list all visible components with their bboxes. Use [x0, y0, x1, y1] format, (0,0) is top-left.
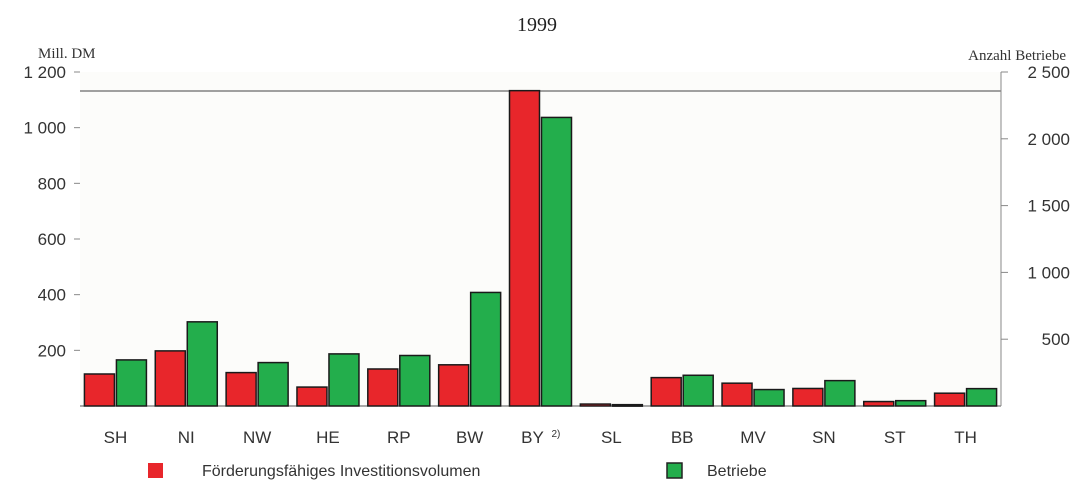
- legend: Förderungsfähiges Investitionsvolumen Be…: [148, 462, 767, 480]
- x-tick-label-sh: SH: [104, 428, 128, 447]
- bar-by-betriebe: [540, 116, 573, 407]
- bar-he-betriebe: [328, 353, 360, 407]
- left-axis: 200 400 600 800 1 000 1 200: [23, 63, 80, 360]
- bar-bw-betriebe: [469, 291, 502, 407]
- x-axis: SH NI NW HE RP BW BY 2) SL BB MV SN ST TH: [104, 428, 977, 447]
- right-tick-label: 1 000: [1027, 263, 1070, 282]
- bar-st-betriebe: [894, 399, 927, 407]
- x-tick-label-nw: NW: [243, 428, 271, 447]
- x-tick-label-sn: SN: [812, 428, 836, 447]
- chart-title: 1999: [517, 14, 557, 36]
- bar-sh-investitionsvolumen: [83, 373, 116, 407]
- right-axis-unit: Anzahl Betriebe: [968, 48, 1066, 64]
- bar-nw-investitionsvolumen: [225, 371, 257, 407]
- bar-mv-betriebe: [753, 388, 785, 407]
- bar-rp-investitionsvolumen: [367, 368, 399, 407]
- x-tick-label-by: BY: [521, 428, 544, 447]
- left-tick-label: 1 000: [23, 119, 66, 138]
- right-tick-label: 500: [1042, 330, 1070, 349]
- x-tick-label-th: TH: [954, 428, 977, 447]
- right-tick-label: 2 500: [1027, 63, 1070, 82]
- bar-sn-investitionsvolumen: [792, 387, 824, 407]
- left-tick-label: 200: [38, 341, 66, 360]
- x-tick-label-st: ST: [884, 428, 906, 447]
- left-tick-label: 400: [38, 286, 66, 305]
- right-axis: 500 1 000 1 500 2 000 2 500: [1001, 63, 1070, 349]
- bar-ni-investitionsvolumen: [154, 350, 187, 407]
- x-tick-label-he: HE: [316, 428, 340, 447]
- bar-sn-betriebe: [824, 379, 856, 407]
- right-tick-label: 2 000: [1027, 130, 1070, 149]
- legend-swatch-investitionsvolumen: [148, 463, 163, 478]
- bar-sl-investitionsvolumen: [579, 403, 612, 407]
- bar-nw-betriebe: [257, 361, 289, 407]
- bar-sh-betriebe: [115, 359, 148, 407]
- bar-th-betriebe: [965, 387, 998, 407]
- left-tick-label: 600: [38, 230, 66, 249]
- bars: [83, 89, 998, 407]
- bar-th-investitionsvolumen: [933, 392, 966, 407]
- left-axis-unit: Mill. DM: [38, 46, 96, 62]
- bar-bb-investitionsvolumen: [650, 376, 682, 407]
- bar-ni-betriebe: [186, 321, 219, 407]
- x-tick-label-bw: BW: [456, 428, 483, 447]
- plot-background: [80, 72, 1001, 406]
- legend-label-investitionsvolumen: Förderungsfähiges Investitionsvolumen: [202, 463, 480, 480]
- x-tick-label-sl: SL: [601, 428, 622, 447]
- bar-by-investitionsvolumen: [508, 89, 541, 407]
- bar-mv-investitionsvolumen: [721, 382, 753, 407]
- bar-st-investitionsvolumen: [862, 400, 895, 407]
- x-tick-label-mv: MV: [740, 428, 766, 447]
- legend-swatch-betriebe: [666, 462, 683, 479]
- legend-label-betriebe: Betriebe: [707, 463, 767, 480]
- bar-bb-betriebe: [682, 374, 714, 407]
- bar-bw-investitionsvolumen: [437, 364, 470, 407]
- x-tick-footnote-by: 2): [552, 429, 561, 440]
- right-tick-label: 1 500: [1027, 197, 1070, 216]
- left-tick-label: 800: [38, 174, 66, 193]
- x-tick-label-bb: BB: [671, 428, 694, 447]
- bar-rp-betriebe: [399, 354, 431, 407]
- plot-area: [80, 72, 1002, 407]
- left-tick-label: 1 200: [23, 63, 66, 82]
- x-tick-label-ni: NI: [178, 428, 195, 447]
- bar-he-investitionsvolumen: [296, 386, 328, 407]
- x-tick-label-rp: RP: [387, 428, 411, 447]
- bar-sl-betriebe: [611, 403, 644, 407]
